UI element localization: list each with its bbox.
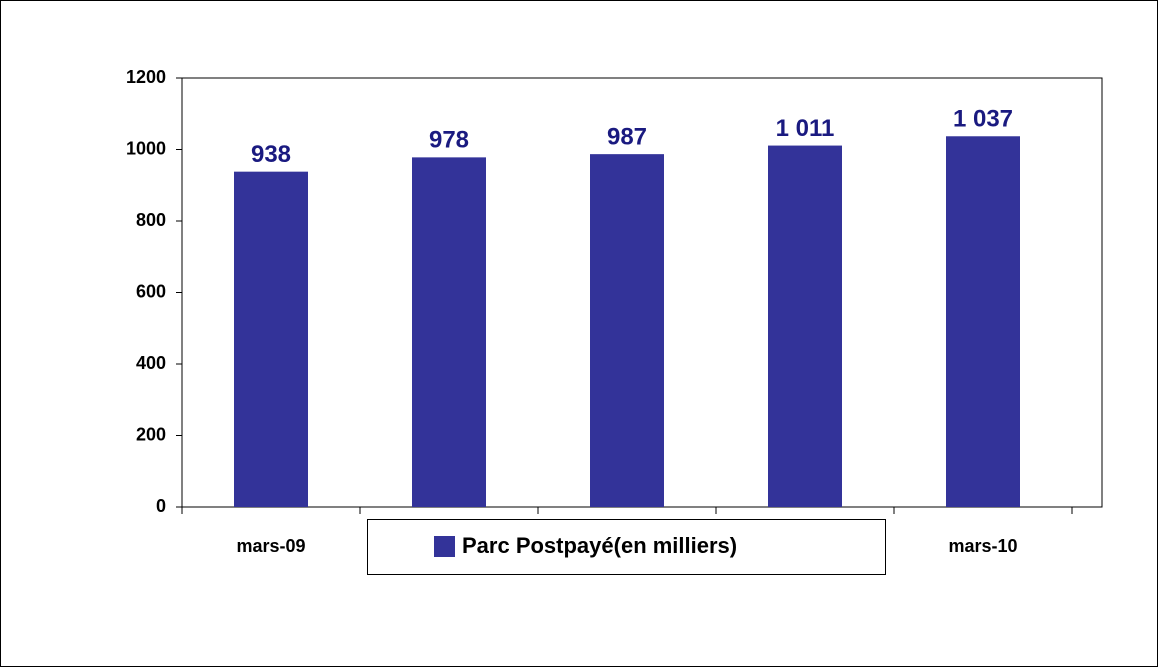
x-tick-label: mars-09 (236, 536, 305, 556)
y-tick-label: 1200 (126, 67, 166, 87)
x-tick-label: mars-10 (948, 536, 1017, 556)
value-label: 978 (429, 127, 469, 154)
bar (590, 154, 664, 507)
value-label: 1 037 (953, 106, 1013, 133)
y-tick-label: 0 (156, 496, 166, 516)
y-tick-label: 200 (136, 424, 166, 444)
bar (412, 157, 486, 508)
value-label: 987 (607, 123, 647, 150)
bar (946, 136, 1020, 507)
y-tick-label: 600 (136, 281, 166, 301)
bar (768, 145, 842, 507)
legend-swatch (434, 536, 455, 557)
bar (234, 171, 308, 508)
y-tick-label: 800 (136, 210, 166, 230)
value-label: 1 011 (776, 115, 835, 142)
y-tick-label: 400 (136, 353, 166, 373)
y-tick-label: 1000 (126, 138, 166, 158)
value-label: 938 (251, 141, 291, 168)
legend-label: Parc Postpayé(en milliers) (462, 533, 737, 558)
